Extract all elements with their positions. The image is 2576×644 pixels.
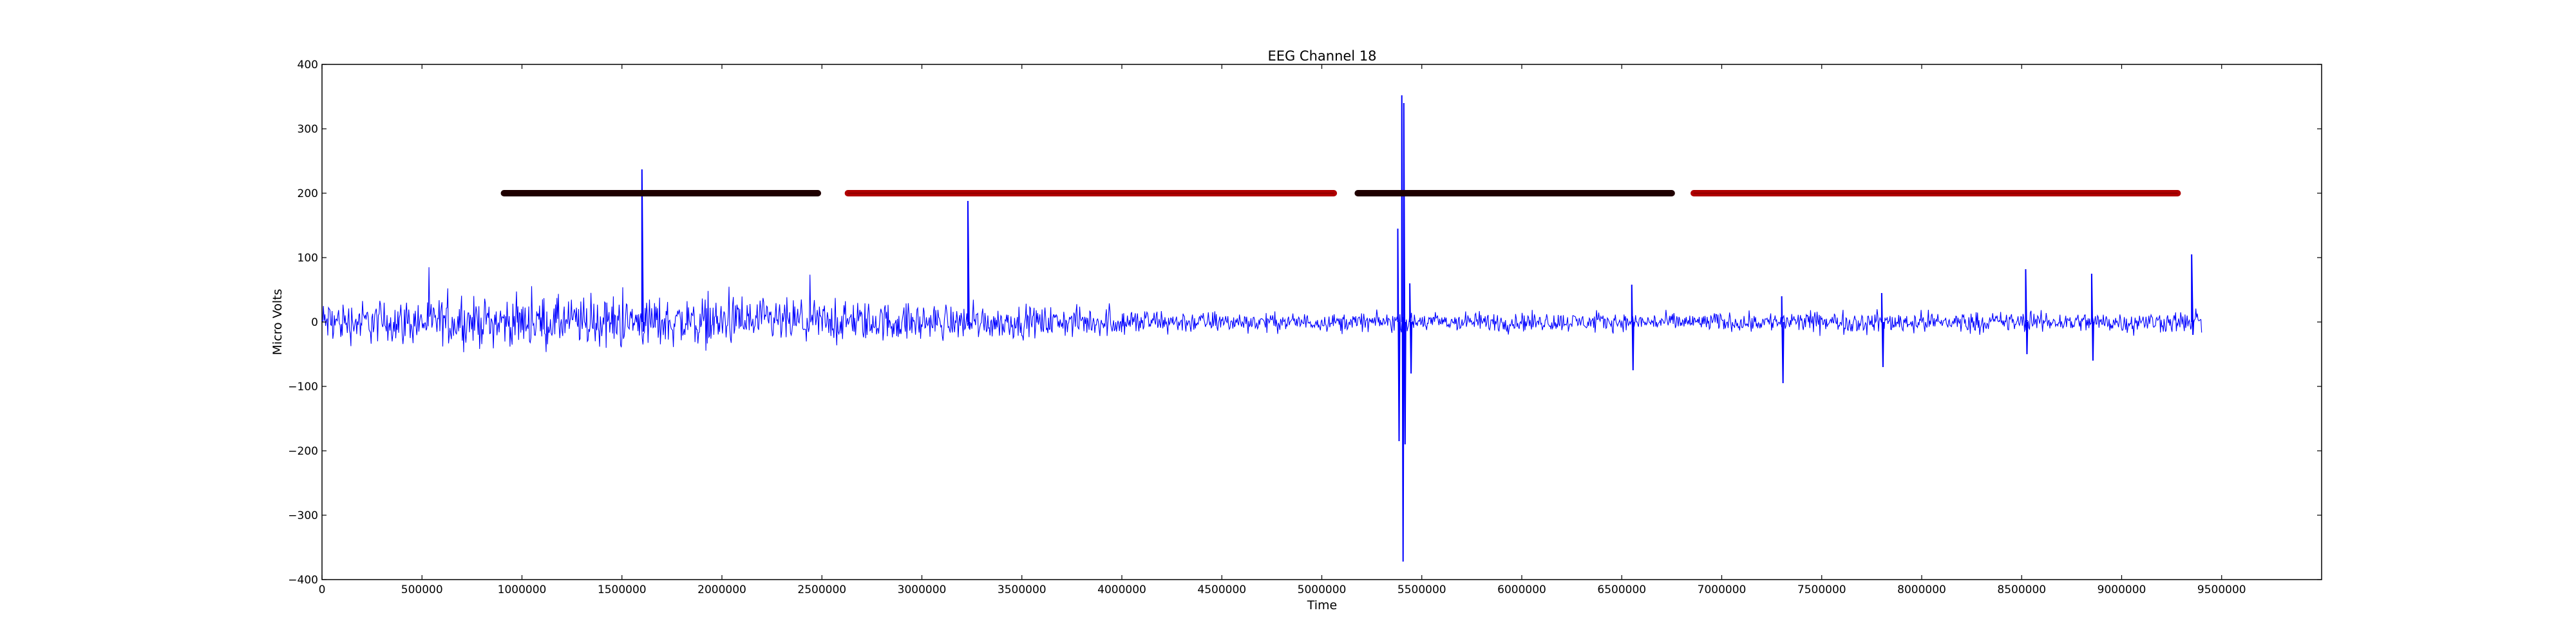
- y-tick-label: −300: [288, 509, 318, 522]
- signal-spike: [1880, 292, 1884, 368]
- signal-spike: [1401, 95, 1405, 562]
- y-tick-label: −200: [288, 445, 318, 458]
- chart-title: EEG Channel 18: [1267, 48, 1376, 64]
- signal-spike: [1781, 296, 1785, 384]
- signal-spike: [2025, 269, 2029, 355]
- signal-spike: [1403, 102, 1406, 445]
- x-tick-label: 500000: [401, 583, 443, 596]
- y-tick-label: 400: [298, 59, 318, 71]
- x-tick-label: 4000000: [1097, 583, 1146, 596]
- y-axis-label: Micro Volts: [270, 289, 285, 355]
- y-tick-label: 100: [298, 252, 318, 265]
- signal-spike: [2191, 254, 2195, 336]
- x-tick-label: 7000000: [1698, 583, 1747, 596]
- signal-spike: [1409, 283, 1413, 374]
- x-tick-label: 2000000: [697, 583, 746, 596]
- y-tick-label: 300: [298, 123, 318, 136]
- x-axis-label: Time: [1307, 598, 1338, 612]
- signal-trace: [321, 267, 2202, 352]
- x-tick-label: 6000000: [1497, 583, 1546, 596]
- x-tick-label: 6500000: [1597, 583, 1646, 596]
- y-tick-label: 0: [311, 316, 318, 329]
- signal-spike: [2090, 273, 2094, 361]
- x-tick-label: 1500000: [598, 583, 647, 596]
- signal-spike: [641, 169, 645, 332]
- signal-spike: [1631, 284, 1634, 371]
- x-tick-label: 3500000: [998, 583, 1046, 596]
- x-tick-label: 0: [319, 583, 326, 596]
- x-tick-label: 2500000: [797, 583, 846, 596]
- x-tick-label: 1000000: [498, 583, 547, 596]
- x-tick-label: 7500000: [1797, 583, 1846, 596]
- x-tick-label: 4500000: [1197, 583, 1246, 596]
- x-tick-label: 3000000: [898, 583, 947, 596]
- signal-spike: [1397, 228, 1401, 442]
- x-tick-label: 9000000: [2098, 583, 2146, 596]
- signal-spike: [967, 200, 971, 329]
- x-tick-label: 9500000: [2197, 583, 2246, 596]
- y-tick-label: −400: [288, 574, 318, 587]
- plot-area: 0 500000 1000000 1500000 2000000 2500000 30000…: [288, 59, 2322, 596]
- x-tick-label: 8500000: [1997, 583, 2046, 596]
- y-tick-label: −100: [288, 381, 318, 393]
- y-tick-label: 200: [298, 187, 318, 200]
- x-tick-label: 5000000: [1298, 583, 1347, 596]
- x-tick-label: 5500000: [1397, 583, 1446, 596]
- tick-layer: 0 500000 1000000 1500000 2000000 2500000 30000…: [288, 59, 2322, 596]
- signal-layer: [321, 95, 2202, 562]
- x-tick-label: 8000000: [1897, 583, 1946, 596]
